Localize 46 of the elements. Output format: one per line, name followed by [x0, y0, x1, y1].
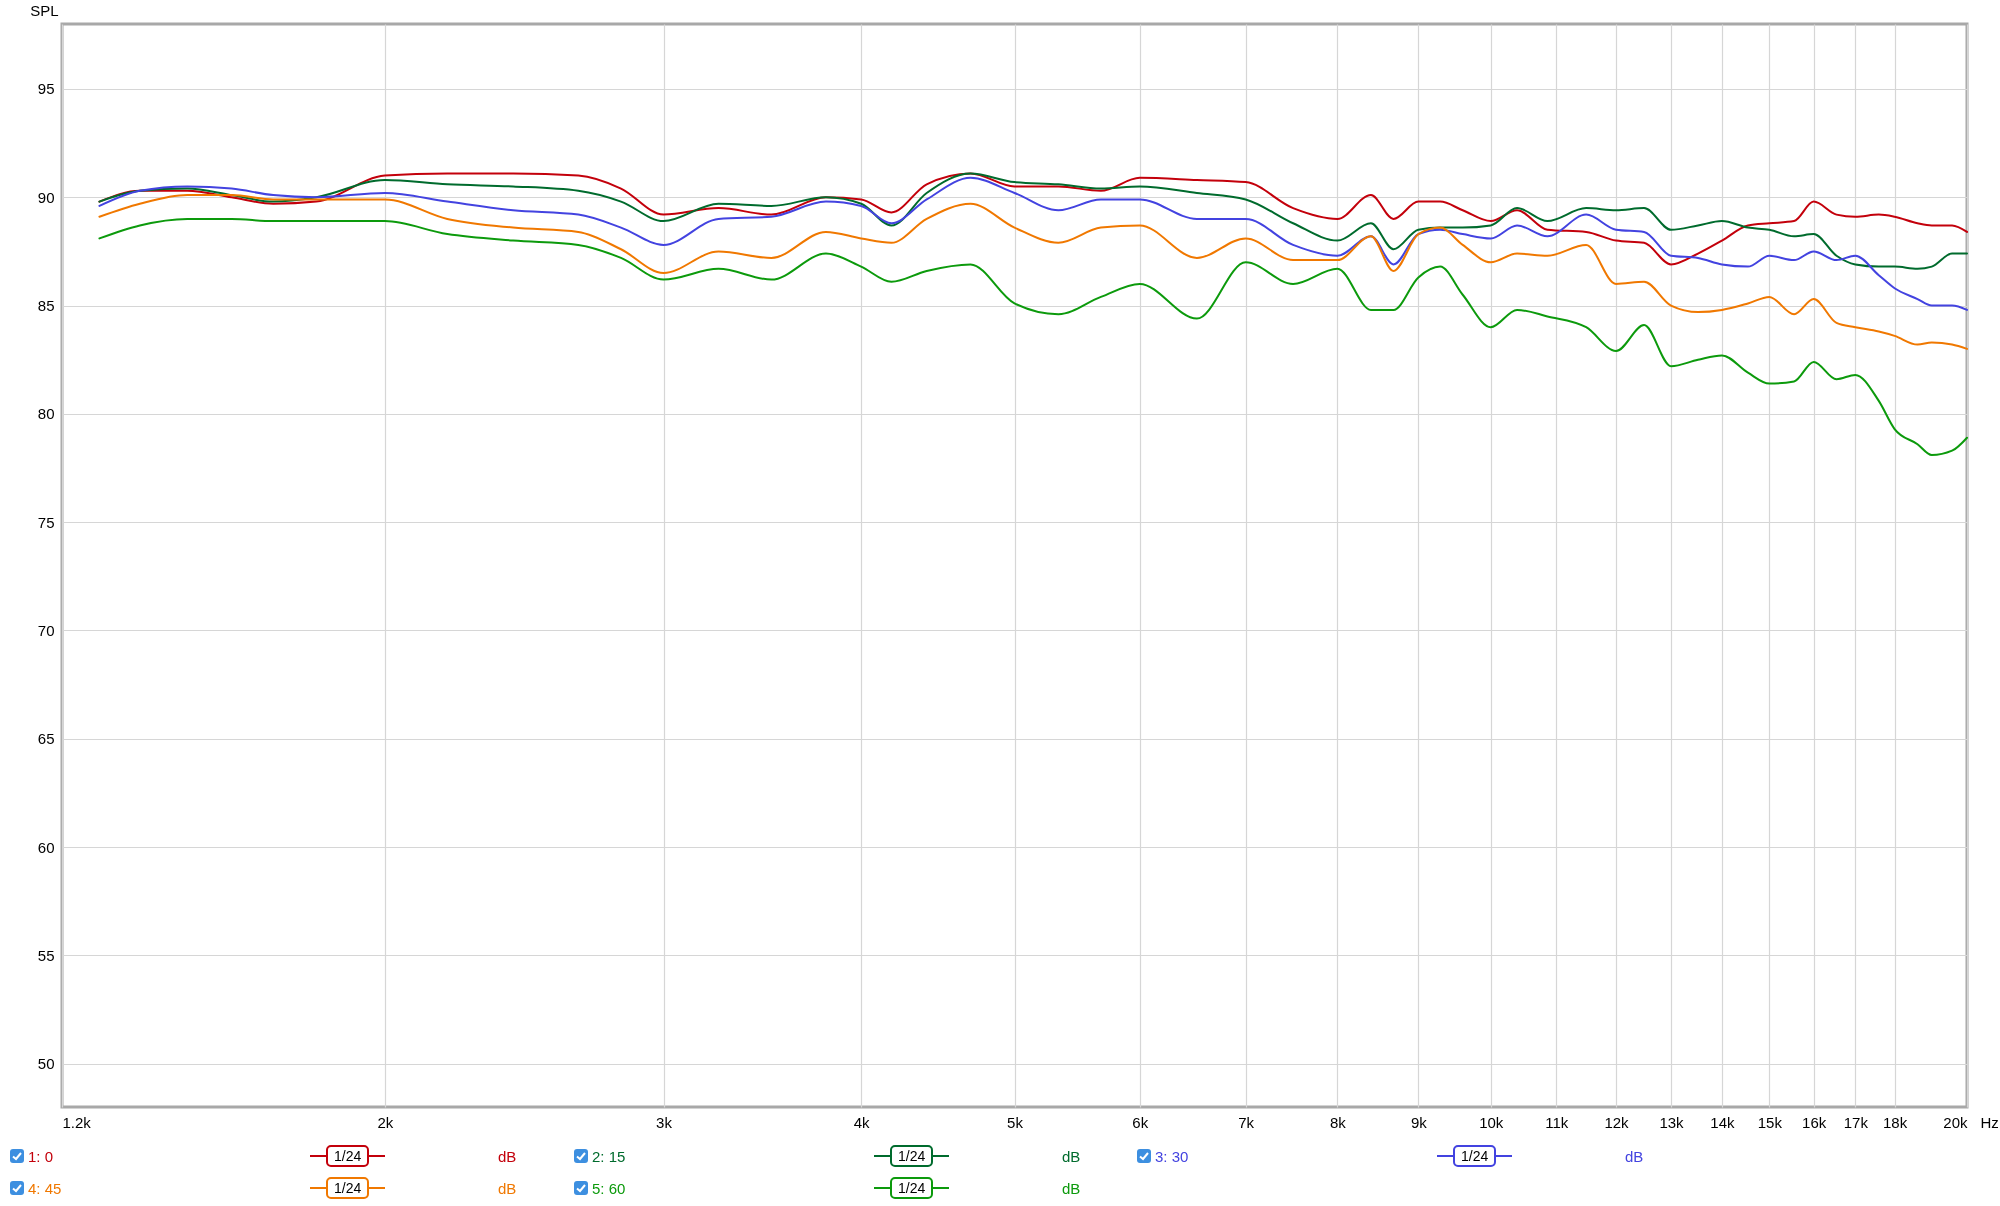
x-tick-label: 10k — [1479, 1113, 1504, 1131]
x-tick-label: 17k — [1843, 1113, 1869, 1131]
x-tick-label: 5k — [1007, 1113, 1024, 1131]
y-tick-label: 60 — [37, 838, 55, 856]
x-tick-label: 20k — [1943, 1113, 1968, 1131]
y-tick-label: 65 — [37, 730, 55, 748]
x-tick-label: 15k — [1757, 1113, 1783, 1131]
text: 1/24 — [1461, 1148, 1489, 1164]
x-tick-label: 3k — [656, 1113, 673, 1131]
y-tick-label: 70 — [37, 621, 55, 639]
x-tick-label: 18k — [1883, 1113, 1908, 1131]
text: 1/24 — [334, 1180, 362, 1196]
x-tick-label: 13k — [1659, 1113, 1685, 1131]
x-tick-label: 16k — [1802, 1113, 1827, 1131]
x-tick-label: 9k — [1410, 1113, 1428, 1131]
y-tick-label: 75 — [37, 513, 55, 531]
x-tick-label: 6k — [1132, 1113, 1149, 1131]
x-tick-label: 14k — [1710, 1113, 1736, 1131]
text: 1: 0 — [28, 1146, 54, 1167]
x-axis-title: Hz — [1980, 1113, 1999, 1131]
text: dB — [498, 1179, 517, 1197]
text: 1/24 — [898, 1148, 926, 1164]
text: 1/24 — [898, 1180, 926, 1196]
y-tick-label: 95 — [37, 80, 55, 98]
y-tick-label: 80 — [37, 405, 55, 423]
text: 5: 60 — [592, 1178, 626, 1199]
x-tick-label: 1.2k — [62, 1113, 92, 1131]
text: 4: 45 — [28, 1178, 62, 1199]
text: dB — [1062, 1179, 1081, 1197]
text: dB — [1062, 1147, 1081, 1165]
x-tick-label: 7k — [1238, 1113, 1255, 1131]
x-tick-label: 12k — [1604, 1113, 1630, 1131]
x-tick-label: 4k — [853, 1113, 871, 1131]
x-tick-label: 11k — [1545, 1113, 1569, 1131]
y-tick-label: 90 — [37, 188, 55, 206]
y-tick-label: 55 — [37, 946, 55, 964]
text: 2: 15 — [592, 1146, 626, 1167]
x-tick-label: 8k — [1330, 1113, 1347, 1131]
y-axis-title: SPL — [30, 1, 59, 19]
text: dB — [1625, 1147, 1644, 1165]
y-tick-label: 85 — [37, 297, 55, 315]
text: dB — [498, 1146, 517, 1167]
x-tick-label: 2k — [377, 1113, 394, 1131]
text: 3: 30 — [1155, 1146, 1189, 1167]
y-tick-label: 50 — [37, 1055, 55, 1073]
text: 1/24 — [326, 1145, 370, 1167]
